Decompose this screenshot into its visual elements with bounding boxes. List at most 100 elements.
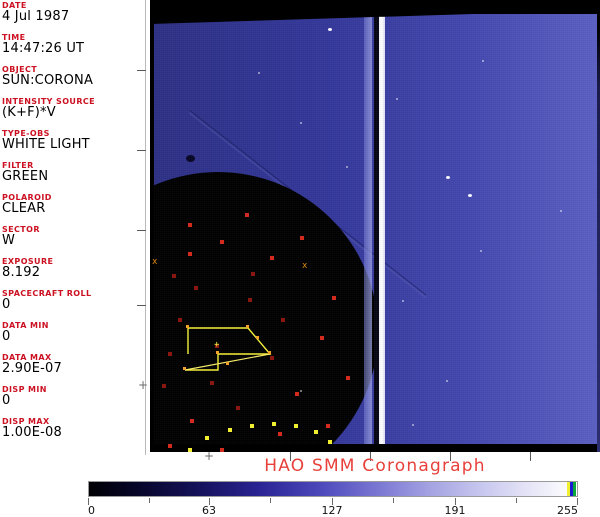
metadata-label: SECTOR bbox=[2, 225, 40, 234]
pylon-bright-band bbox=[379, 0, 385, 452]
marker-red bbox=[178, 318, 182, 322]
metadata-value: 4 Jul 1987 bbox=[2, 9, 70, 24]
metadata-field-exposure: EXPOSURE 8.192 bbox=[2, 257, 146, 280]
image-speck bbox=[402, 300, 404, 302]
metadata-field-data-min: DATA MIN 0 bbox=[2, 321, 146, 344]
left-black-band bbox=[150, 0, 154, 452]
metadata-value: SUN:CORONA bbox=[2, 73, 94, 88]
metadata-value: 2.90E-07 bbox=[2, 361, 62, 376]
marker-red bbox=[188, 223, 192, 227]
colorbar-label: 63 bbox=[202, 504, 217, 517]
marker-red bbox=[194, 286, 198, 290]
colorbar-ramp[interactable] bbox=[88, 481, 578, 497]
bottom-black-band bbox=[150, 444, 600, 452]
colorbar-tick bbox=[393, 498, 395, 503]
metadata-label: DISP MIN bbox=[2, 385, 47, 394]
colorbar-tick bbox=[332, 498, 334, 505]
image-speck bbox=[468, 194, 472, 197]
dark-blemish bbox=[186, 155, 195, 162]
metadata-label: POLAROID bbox=[2, 193, 52, 202]
marker-red bbox=[220, 448, 224, 452]
axis-tick-bottom bbox=[450, 452, 451, 461]
image-speck bbox=[300, 390, 302, 392]
marker-red bbox=[326, 424, 330, 428]
colorbar-stripe bbox=[569, 482, 573, 496]
metadata-value: (K+F)*V bbox=[2, 105, 56, 120]
marker-red bbox=[332, 296, 336, 300]
metadata-field-spacecraft-roll: SPACECRAFT ROLL 0 bbox=[2, 289, 146, 312]
marker-red bbox=[188, 252, 192, 256]
axis-tick-left bbox=[137, 150, 146, 151]
colorbar-tick bbox=[270, 498, 272, 503]
marker-red bbox=[190, 419, 194, 423]
marker-red bbox=[281, 318, 285, 322]
marker-yellow bbox=[188, 448, 192, 452]
pylon-shadow bbox=[364, 0, 372, 452]
colorbar-stripe bbox=[572, 482, 576, 496]
metadata-label: FILTER bbox=[2, 161, 34, 170]
marker-red bbox=[346, 376, 350, 380]
marker-red bbox=[278, 432, 282, 436]
marker-yellow bbox=[250, 424, 254, 428]
marker-red bbox=[215, 344, 219, 348]
axis-tick-left bbox=[137, 305, 146, 306]
colorbar[interactable]: 0 63 127 191 255 bbox=[88, 481, 578, 517]
marker-red bbox=[251, 272, 255, 276]
colorbar-label: 191 bbox=[444, 504, 466, 517]
right-edge-band bbox=[597, 0, 600, 452]
colorbar-label: 0 bbox=[88, 504, 95, 517]
image-speck bbox=[560, 210, 562, 212]
metadata-label: OBJECT bbox=[2, 65, 38, 74]
marker-red bbox=[168, 352, 172, 356]
marker-red bbox=[248, 298, 252, 302]
colorbar-tick bbox=[88, 498, 89, 505]
image-speck bbox=[446, 176, 450, 179]
metadata-value: 1.00E-08 bbox=[2, 425, 62, 440]
image-noise bbox=[150, 0, 600, 452]
metadata-field-intensity-source: INTENSITY SOURCE (K+F)*V bbox=[2, 97, 146, 120]
colorbar-tick bbox=[455, 498, 456, 505]
metadata-label: TIME bbox=[2, 33, 26, 42]
colorbar-tick bbox=[209, 498, 211, 505]
axis-origin-marker-bottom: + bbox=[204, 449, 215, 463]
marker-red bbox=[270, 256, 274, 260]
metadata-field-date: DATE 4 Jul 1987 bbox=[2, 1, 146, 24]
colorbar-gradient bbox=[89, 482, 577, 496]
metadata-sidebar: DATE 4 Jul 1987 TIME 14:47:26 UT OBJECT SUN:C… bbox=[0, 0, 146, 455]
marker-red bbox=[245, 213, 249, 217]
metadata-field-polaroid: POLAROID CLEAR bbox=[2, 193, 146, 216]
axis-tick-left bbox=[137, 230, 146, 231]
colorbar-tick bbox=[516, 498, 518, 503]
marker-x: x bbox=[302, 261, 308, 271]
metadata-field-filter: FILTER GREEN bbox=[2, 161, 146, 184]
metadata-label: EXPOSURE bbox=[2, 257, 54, 266]
metadata-field-disp-max: DISP MAX 1.00E-08 bbox=[2, 417, 146, 440]
metadata-label: DATE bbox=[2, 1, 27, 10]
marker-red bbox=[168, 444, 172, 448]
metadata-value: 0 bbox=[2, 297, 11, 312]
metadata-value: W bbox=[2, 233, 16, 248]
marker-yellow bbox=[272, 422, 276, 426]
metadata-label: DATA MAX bbox=[2, 353, 52, 362]
metadata-value: 8.192 bbox=[2, 265, 41, 280]
metadata-field-data-max: DATA MAX 2.90E-07 bbox=[2, 353, 146, 376]
metadata-value: 0 bbox=[2, 329, 11, 344]
marker-red bbox=[295, 392, 299, 396]
marker-red bbox=[320, 336, 324, 340]
metadata-label: DISP MAX bbox=[2, 417, 50, 426]
marker-red bbox=[210, 381, 214, 385]
colorbar-tick bbox=[149, 498, 151, 503]
image-speck bbox=[346, 166, 348, 168]
image-speck bbox=[446, 380, 448, 382]
image-speck bbox=[412, 424, 414, 426]
metadata-label: SPACECRAFT ROLL bbox=[2, 289, 92, 298]
metadata-field-type-obs: TYPE-OBS WHITE LIGHT bbox=[2, 129, 146, 152]
marker-yellow bbox=[228, 428, 232, 432]
marker-red bbox=[172, 274, 176, 278]
marker-red bbox=[270, 356, 274, 360]
marker-yellow bbox=[294, 424, 298, 428]
marker-yellow bbox=[314, 430, 318, 434]
pylon-dark-line bbox=[374, 0, 379, 452]
